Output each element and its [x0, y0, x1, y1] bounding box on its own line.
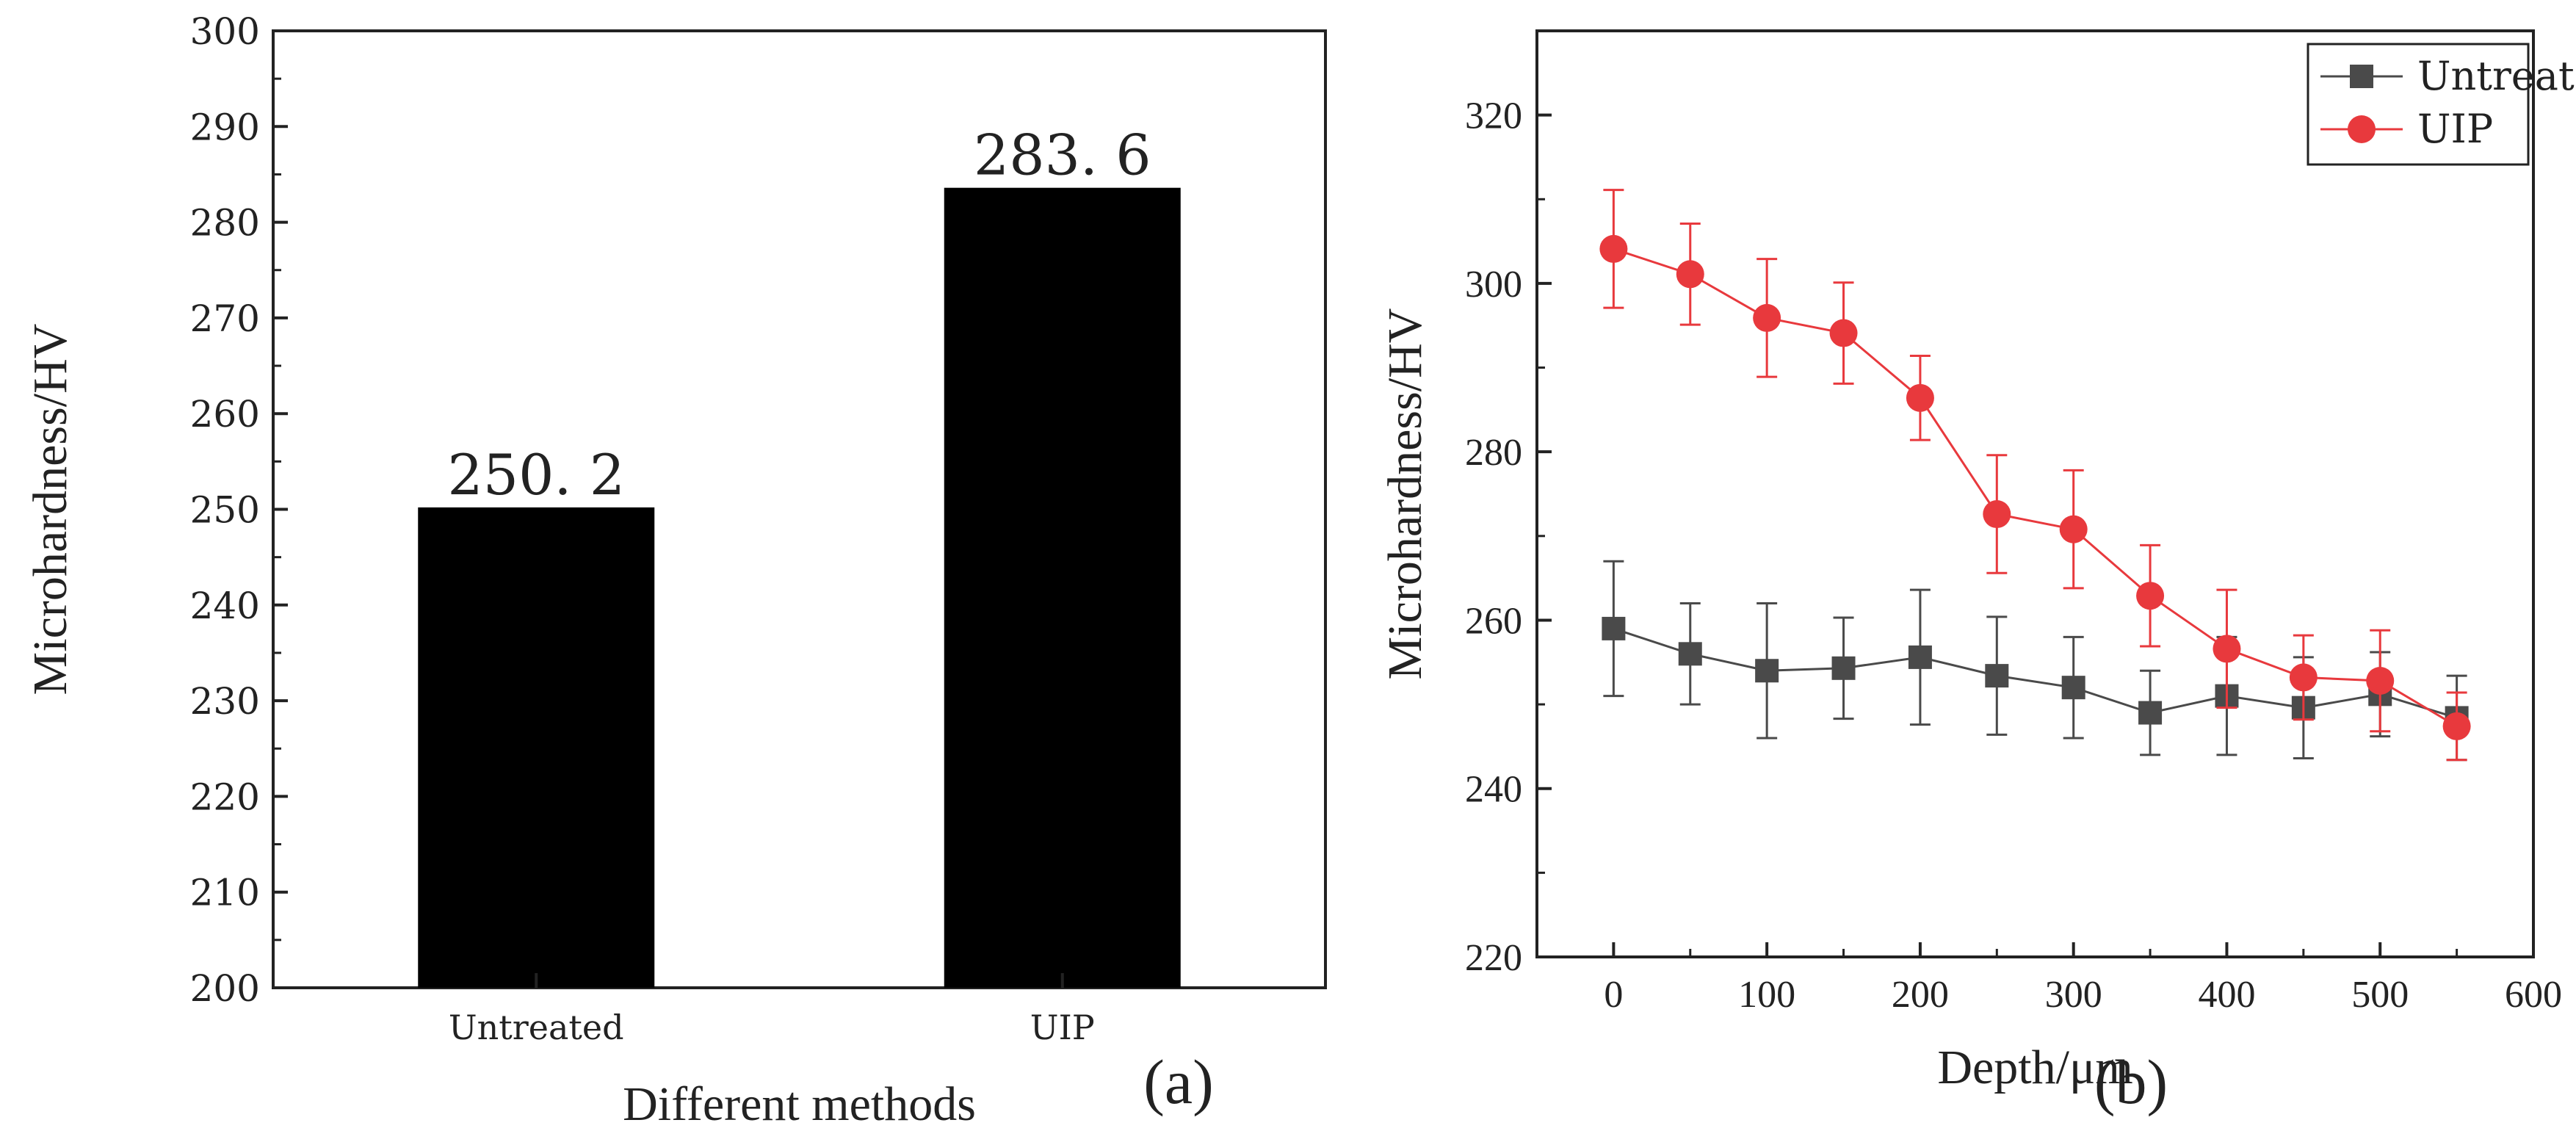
panel-b-x-tick-label: 100	[1738, 974, 1795, 1016]
panel-b-y-tick-label: 280	[1465, 432, 1522, 474]
panel-b-x-tick-label: 300	[2045, 974, 2102, 1016]
legend-box	[2307, 43, 2530, 166]
panel-a-bar-value-label: 283. 6	[974, 123, 1151, 188]
data-point	[1906, 383, 1934, 412]
panel-b-x-tick-label: 200	[1892, 974, 1949, 1016]
panel-a-y-tick-label: 300	[190, 10, 260, 53]
panel-a-y-tick-label: 220	[190, 776, 260, 818]
panel-b-y-tick-label: 300	[1465, 264, 1522, 306]
data-point	[1831, 656, 1856, 680]
data-point	[1602, 616, 1626, 640]
legend-marker	[2350, 65, 2373, 88]
panel-a-y-tick-label: 200	[190, 967, 260, 1010]
panel-b-x-tick-label: 500	[2351, 974, 2409, 1016]
panel-b-y-axis-label: Microhardness/HV	[1378, 308, 1432, 680]
panel-a-y-tick-label: 280	[190, 202, 260, 245]
panel-b-x-tick-label: 0	[1604, 974, 1623, 1016]
panel-a-x-tick-label: Untreated	[449, 1008, 624, 1047]
panel-b-label: (b)	[2094, 1047, 2168, 1117]
panel-a-bar-untreated	[418, 507, 655, 988]
panel-a-x-axis-label: Different methods	[623, 1077, 976, 1127]
panel-a-bar-value-label: 250. 2	[447, 442, 625, 507]
data-point	[2136, 582, 2165, 610]
data-point	[2059, 515, 2088, 543]
panel-b-x-tick-label: 400	[2198, 974, 2255, 1016]
series-untreated	[1602, 560, 2469, 762]
data-point	[1985, 664, 2009, 688]
data-point	[1599, 234, 1628, 263]
panel-a-y-axis-label: Microhardness/HV	[23, 324, 77, 695]
data-point	[1908, 645, 1932, 669]
panel-a-x-tick-label: UIP	[1030, 1008, 1095, 1047]
panel-a-y-tick-label: 250	[190, 489, 260, 532]
data-point	[1676, 260, 1704, 289]
data-point	[2289, 663, 2318, 692]
panel-a-label: (a)	[1143, 1047, 1213, 1117]
panel-b-x-axis-label: Depth/μm	[1937, 1041, 2132, 1094]
data-point	[2061, 676, 2085, 700]
panel-a-y-tick-label: 230	[190, 680, 260, 723]
series-line-uip	[1613, 247, 2458, 728]
panel-b-frame	[1535, 29, 2535, 958]
panel-b-line-chart: 220 240 260 280 300 320 0 100 200 300 400 500 600 Dep…	[1378, 29, 2576, 1094]
legend-label: Untreated	[2417, 53, 2576, 99]
data-point	[1753, 303, 1781, 332]
panel-a-bar-uip	[944, 187, 1181, 988]
panel-a-y-tick-label: 210	[190, 872, 260, 914]
panel-b-y-tick-label: 220	[1465, 937, 1522, 979]
panel-a-y-tick-label: 290	[190, 106, 260, 148]
data-point	[2366, 666, 2395, 695]
legend-marker	[2348, 115, 2376, 143]
panel-b-y-tick-label: 240	[1465, 769, 1522, 811]
data-point	[1829, 319, 1858, 347]
legend: Untreated UIP	[2307, 43, 2576, 166]
data-point	[1755, 659, 1779, 683]
data-point	[2138, 701, 2163, 725]
data-point	[1983, 500, 2011, 529]
legend-label: UIP	[2417, 106, 2493, 152]
panel-b-y-tick-label: 320	[1465, 95, 1522, 137]
panel-a-y-tick-label: 240	[190, 585, 260, 627]
panel-b-y-tick-label: 260	[1465, 600, 1522, 642]
data-point	[1678, 642, 1702, 666]
series-uip	[1599, 189, 2471, 762]
panel-a-bar-chart: 200 210 220 230 240 250 260 270 280 290 300 250. 2 U…	[23, 10, 1327, 1131]
data-point	[2442, 712, 2471, 740]
panel-a-y-tick-label: 270	[190, 297, 260, 340]
series-line-untreated	[1613, 627, 2458, 719]
panel-a-y-tick-label: 260	[190, 393, 260, 436]
panel-b-x-tick-label: 600	[2505, 974, 2562, 1016]
data-point	[2213, 635, 2241, 663]
